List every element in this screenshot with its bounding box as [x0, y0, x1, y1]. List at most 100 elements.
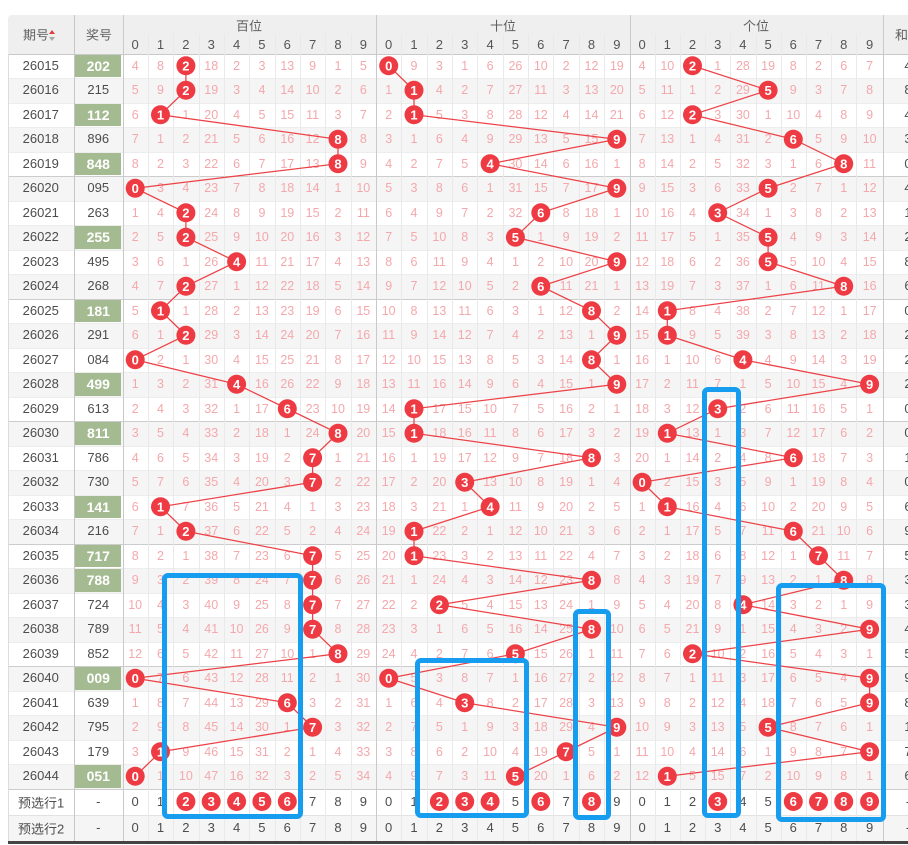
svg-text:0: 0: [385, 671, 392, 686]
svg-text:1: 1: [157, 107, 164, 122]
svg-text:2: 2: [182, 794, 189, 809]
svg-text:2: 2: [182, 328, 189, 343]
svg-text:5: 5: [764, 254, 771, 269]
svg-text:9: 9: [613, 328, 620, 343]
svg-text:6: 6: [790, 132, 797, 147]
svg-text:8: 8: [840, 156, 847, 171]
svg-text:0: 0: [132, 671, 139, 686]
svg-text:1: 1: [410, 426, 417, 441]
svg-text:3: 3: [208, 794, 215, 809]
svg-text:3: 3: [461, 695, 468, 710]
svg-text:3: 3: [714, 401, 721, 416]
svg-text:6: 6: [284, 401, 291, 416]
svg-text:3: 3: [461, 794, 468, 809]
svg-text:5: 5: [764, 181, 771, 196]
svg-text:8: 8: [588, 573, 595, 588]
svg-text:5: 5: [764, 230, 771, 245]
svg-text:2: 2: [57, 821, 64, 836]
svg-text:1: 1: [157, 499, 164, 514]
svg-text:8: 8: [840, 573, 847, 588]
svg-text:6: 6: [790, 524, 797, 539]
svg-text:4: 4: [233, 794, 241, 809]
svg-text:7: 7: [309, 573, 316, 588]
svg-text:5: 5: [512, 769, 519, 784]
svg-text:7: 7: [815, 548, 822, 563]
svg-text:1: 1: [157, 744, 164, 759]
svg-text:3: 3: [461, 475, 468, 490]
svg-text:4: 4: [233, 377, 241, 392]
svg-text:7: 7: [309, 475, 316, 490]
svg-text:5: 5: [764, 83, 771, 98]
svg-text:9: 9: [866, 671, 873, 686]
svg-text:1: 1: [664, 499, 671, 514]
svg-text:0: 0: [132, 352, 139, 367]
svg-text:0: 0: [638, 475, 645, 490]
svg-text:8: 8: [588, 794, 595, 809]
svg-text:2: 2: [689, 58, 696, 73]
svg-text:1: 1: [664, 769, 671, 784]
svg-text:9: 9: [613, 254, 620, 269]
svg-text:6: 6: [790, 794, 797, 809]
svg-text:1: 1: [410, 524, 417, 539]
svg-text:2: 2: [436, 597, 443, 612]
svg-text:6: 6: [537, 794, 544, 809]
svg-text:6: 6: [284, 695, 291, 710]
svg-text:9: 9: [866, 695, 873, 710]
svg-text:1: 1: [57, 795, 64, 810]
svg-text:4: 4: [233, 254, 241, 269]
svg-text:9: 9: [866, 622, 873, 637]
svg-text:9: 9: [613, 181, 620, 196]
svg-text:6: 6: [537, 279, 544, 294]
svg-text:9: 9: [613, 132, 620, 147]
svg-text:7: 7: [309, 450, 316, 465]
svg-text:2: 2: [689, 646, 696, 661]
svg-text:1: 1: [410, 548, 417, 563]
svg-text:1: 1: [410, 83, 417, 98]
svg-text:1: 1: [664, 426, 671, 441]
svg-text:9: 9: [613, 720, 620, 735]
svg-text:4: 4: [739, 597, 747, 612]
svg-text:8: 8: [334, 646, 341, 661]
svg-text:1: 1: [157, 303, 164, 318]
svg-text:0: 0: [385, 58, 392, 73]
svg-text:7: 7: [309, 622, 316, 637]
svg-text:7: 7: [309, 597, 316, 612]
svg-text:9: 9: [866, 744, 873, 759]
svg-text:5: 5: [258, 794, 265, 809]
svg-text:3: 3: [714, 205, 721, 220]
svg-text:2: 2: [182, 58, 189, 73]
svg-text:5: 5: [512, 230, 519, 245]
svg-text:2: 2: [689, 107, 696, 122]
svg-text:6: 6: [537, 205, 544, 220]
svg-text:1: 1: [410, 401, 417, 416]
svg-text:9: 9: [613, 377, 620, 392]
svg-text:2: 2: [182, 83, 189, 98]
svg-text:8: 8: [588, 450, 595, 465]
svg-text:4: 4: [486, 499, 494, 514]
svg-text:7: 7: [309, 720, 316, 735]
svg-text:2: 2: [182, 279, 189, 294]
svg-text:1: 1: [410, 107, 417, 122]
svg-text:8: 8: [334, 132, 341, 147]
svg-text:4: 4: [739, 352, 747, 367]
svg-text:2: 2: [182, 230, 189, 245]
svg-text:8: 8: [588, 352, 595, 367]
svg-text:8: 8: [334, 426, 341, 441]
svg-text:7: 7: [562, 744, 569, 759]
svg-text:6: 6: [790, 450, 797, 465]
svg-text:7: 7: [309, 548, 316, 563]
svg-text:8: 8: [588, 622, 595, 637]
svg-text:6: 6: [284, 794, 291, 809]
svg-text:2: 2: [436, 794, 443, 809]
svg-text:3: 3: [714, 794, 721, 809]
svg-text:0: 0: [132, 769, 139, 784]
svg-text:8: 8: [840, 279, 847, 294]
svg-text:4: 4: [486, 794, 494, 809]
svg-text:9: 9: [866, 377, 873, 392]
svg-text:2: 2: [182, 205, 189, 220]
svg-text:1: 1: [664, 328, 671, 343]
svg-text:8: 8: [334, 156, 341, 171]
svg-text:4: 4: [486, 156, 494, 171]
svg-text:8: 8: [588, 303, 595, 318]
svg-text:9: 9: [866, 794, 873, 809]
